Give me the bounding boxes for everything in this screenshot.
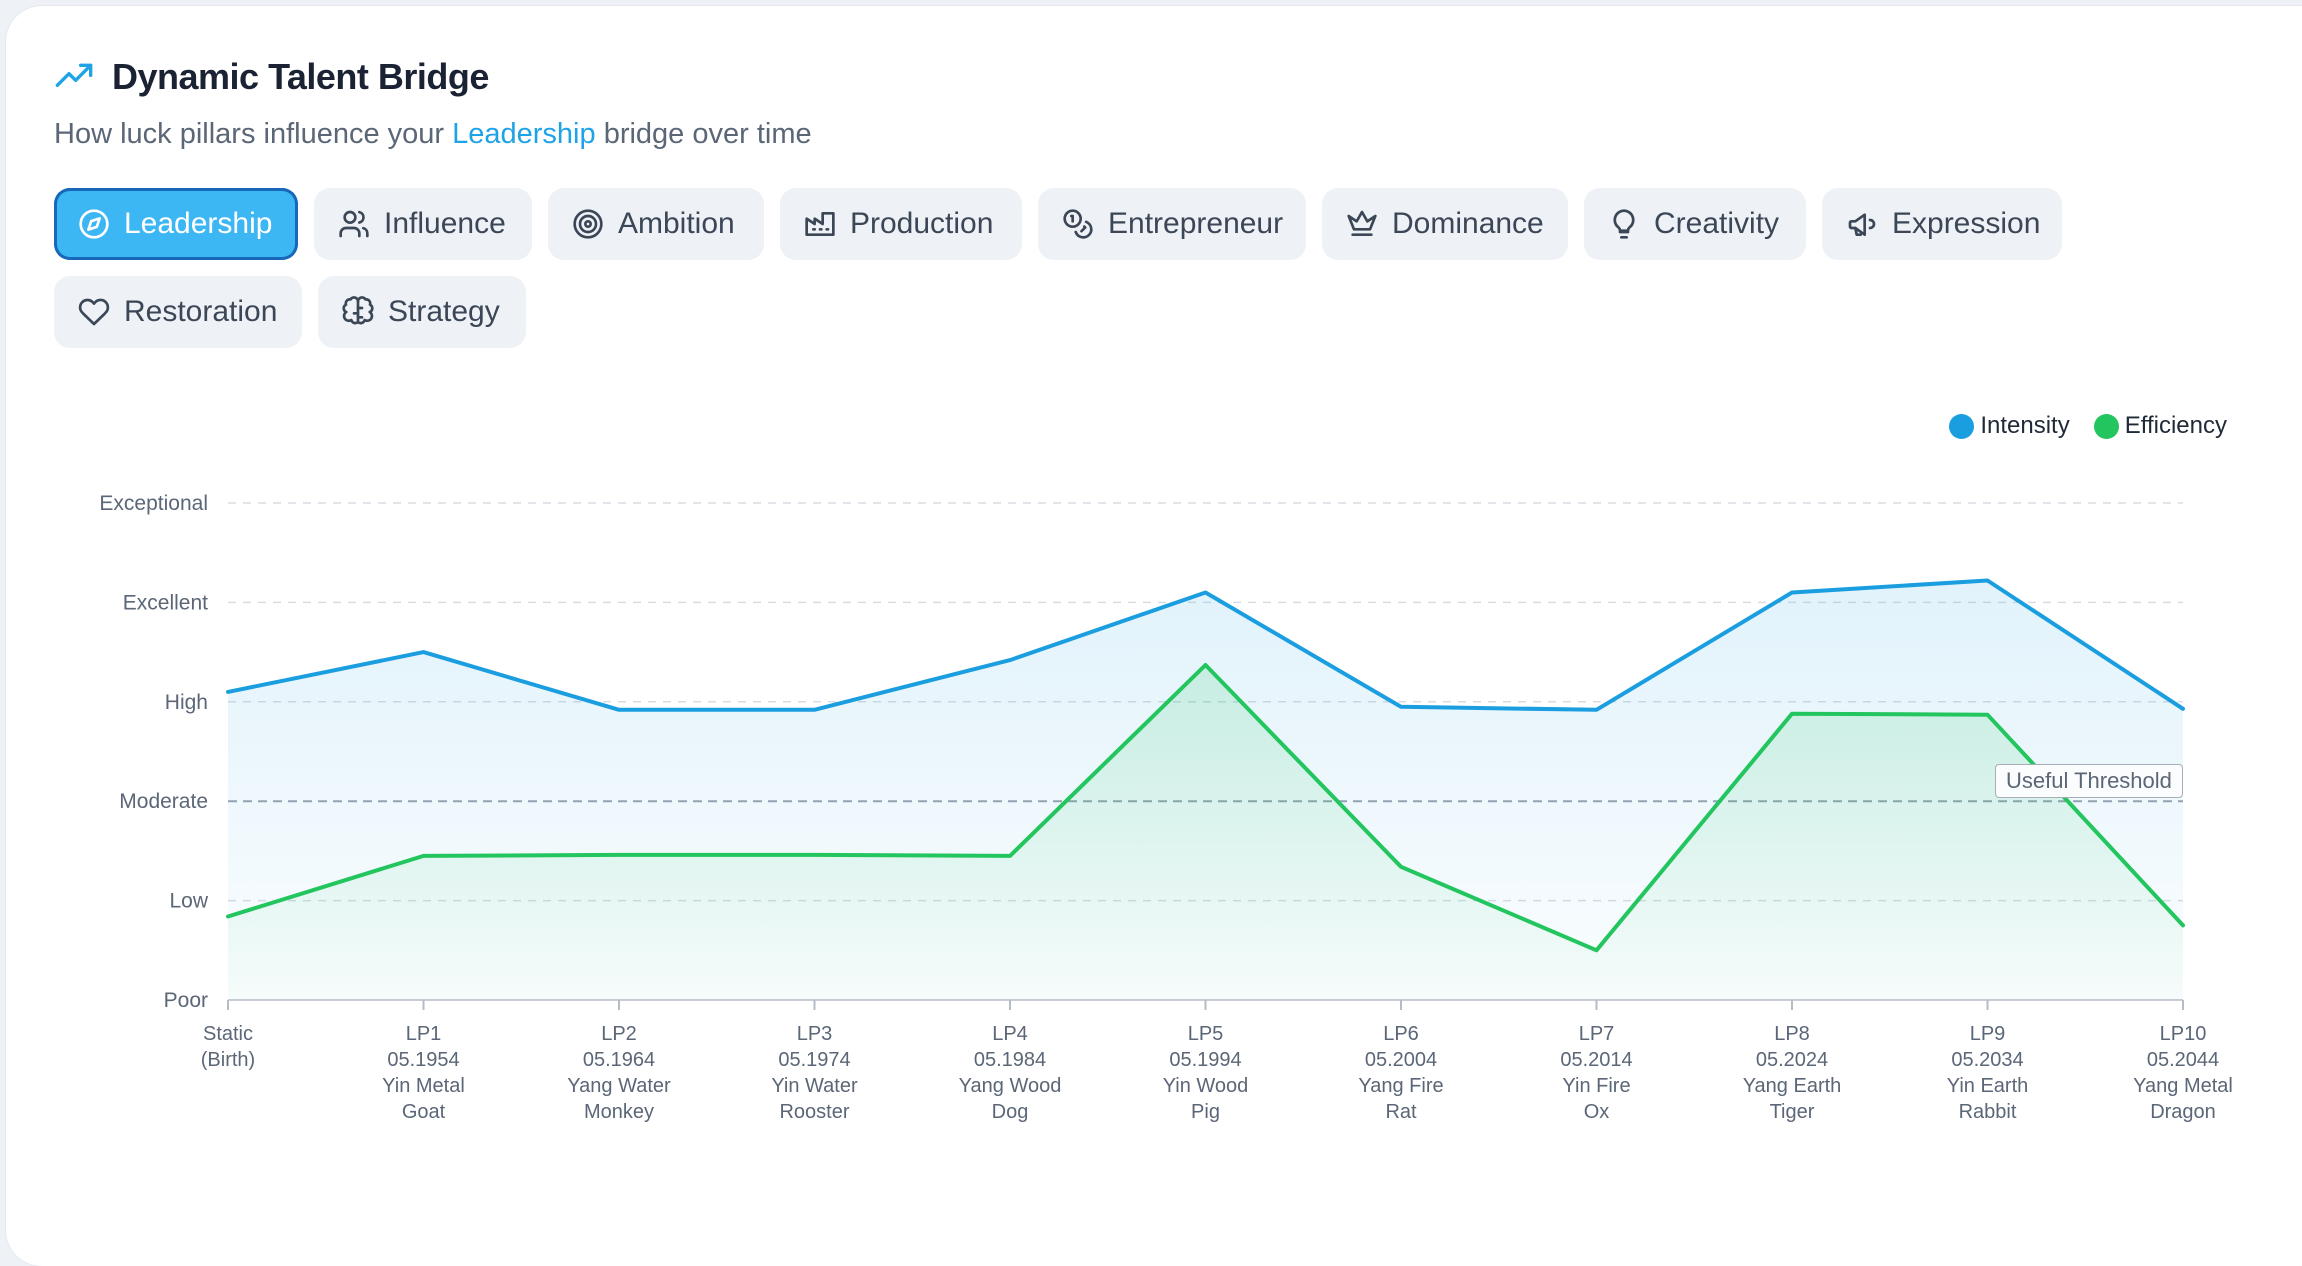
brain-icon [342, 296, 374, 325]
y-tick-label: Exceptional [99, 492, 208, 515]
legend-intensity-dot [1949, 413, 1975, 439]
x-tick-label: LP10 05.2044 Yang Metal Dragon [2133, 1023, 2233, 1123]
tab-leadership[interactable]: Leadership [54, 188, 298, 260]
tab-label: Ambition [618, 207, 735, 240]
tab-label: Production [850, 207, 994, 240]
y-tick-label: Poor [164, 989, 208, 1012]
tab-production[interactable]: Production [780, 188, 1022, 260]
series-intensity-line [226, 578, 2185, 712]
tab-label: Influence [384, 207, 506, 240]
tab-label: Strategy [388, 295, 500, 328]
header: Dynamic Talent Bridge [54, 56, 489, 98]
x-tick-label: LP3 05.1974 Yin Water Rooster [771, 1023, 858, 1123]
megaphone-icon [1848, 213, 1876, 236]
users-icon [339, 210, 369, 238]
chart-legend: Intensity Efficiency [1949, 412, 2227, 440]
tab-label: Leadership [124, 207, 273, 240]
tab-restoration[interactable]: Restoration [54, 276, 302, 348]
x-tick-label: LP9 05.2034 Yin Earth Rabbit [1947, 1023, 2029, 1123]
subtitle-suffix: bridge over time [603, 118, 812, 150]
lightbulb-icon [1613, 209, 1635, 239]
crown-icon [1347, 210, 1377, 236]
trending-up-icon [55, 63, 93, 88]
y-tick-label: Excellent [123, 591, 208, 614]
x-tick-label: LP1 05.1954 Yin Metal Goat [382, 1023, 465, 1123]
legend-efficiency[interactable]: Efficiency [2093, 412, 2227, 440]
heart-icon [78, 298, 110, 326]
tab-ambition[interactable]: Ambition [548, 188, 764, 260]
tab-creativity[interactable]: Creativity [1584, 188, 1806, 260]
tab-label: Expression [1892, 207, 2041, 240]
x-tick-label: LP5 05.1994 Yin Wood Pig [1163, 1023, 1249, 1123]
tab-expression[interactable]: Expression [1822, 188, 2062, 260]
threshold-label: Useful Threshold [1995, 764, 2183, 798]
y-tick-label: Low [169, 890, 208, 913]
compass-icon [79, 209, 109, 239]
legend-intensity[interactable]: Intensity [1949, 412, 2070, 440]
y-tick-label: Moderate [119, 790, 208, 813]
x-tick-label: LP6 05.2004 Yang Fire Rat [1358, 1023, 1443, 1123]
coins-icon [1063, 209, 1093, 239]
x-tick-label: LP7 05.2014 Yin Fire Ox [1560, 1023, 1632, 1123]
tab-influence[interactable]: Influence [314, 188, 532, 260]
target-icon [573, 209, 603, 239]
legend-efficiency-dot [2093, 413, 2119, 439]
subtitle-highlight: Leadership [452, 118, 596, 150]
tab-label: Restoration [124, 295, 278, 328]
x-tick-label: LP8 05.2024 Yang Earth Tiger [1743, 1023, 1842, 1123]
tab-entrepreneur[interactable]: Entrepreneur [1038, 188, 1306, 260]
subtitle-prefix: How luck pillars influence your [54, 118, 445, 150]
tab-dominance[interactable]: Dominance [1322, 188, 1568, 260]
page-subtitle: How luck pillars influence your Leadersh… [54, 118, 812, 151]
x-tick-label: Static (Birth) [201, 1023, 255, 1071]
x-tick-label: LP2 05.1964 Yang Water Monkey [567, 1023, 671, 1123]
series-efficiency-line [226, 663, 2185, 953]
x-tick-label: LP4 05.1984 Yang Wood Dog [959, 1023, 1062, 1123]
tab-label: Entrepreneur [1108, 207, 1284, 240]
y-tick-label: High [165, 691, 208, 714]
factory-icon [805, 212, 835, 236]
talent-line-chart: Poor Low Moderate High Excellent Exceptional S… [99, 492, 2233, 1123]
page-title: Dynamic Talent Bridge [112, 56, 489, 97]
tab-label: Creativity [1654, 207, 1780, 240]
legend-intensity-label: Intensity [1980, 412, 2070, 439]
tab-label: Dominance [1392, 207, 1544, 240]
series-efficiency-area [228, 665, 2183, 1000]
tab-strategy[interactable]: Strategy [318, 276, 526, 348]
legend-efficiency-label: Efficiency [2124, 412, 2227, 439]
